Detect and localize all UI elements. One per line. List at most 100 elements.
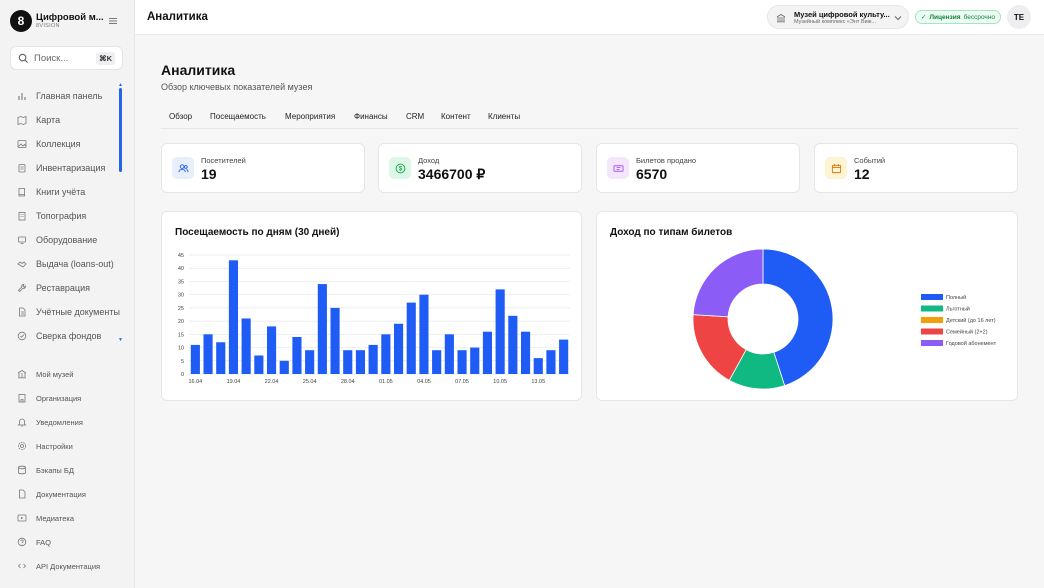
kpi-value: 6570 (636, 166, 668, 182)
y-tick-label: 45 (178, 253, 184, 259)
check-circle-icon (17, 331, 27, 341)
sidebar-item[interactable]: Учётные документы (10, 300, 122, 324)
brand[interactable]: 8 Цифровой м... 8VISION (10, 10, 125, 34)
tab-clients[interactable]: Клиенты (488, 112, 521, 121)
sidebar-item[interactable]: FAQ (10, 530, 122, 554)
sidebar-item[interactable]: Сверка фондов (10, 324, 122, 348)
sidebar-item[interactable]: Выдача (loans-out) (10, 252, 122, 276)
y-tick-label: 35 (178, 279, 184, 285)
sidebar-item-label: Документация (36, 489, 86, 499)
chart-title: Посещаемость по дням (30 дней) (175, 227, 340, 238)
bar (546, 350, 556, 374)
ticket-icon (607, 157, 629, 179)
x-tick-label: 04.05 (417, 379, 431, 385)
search-input[interactable]: Поиск... ⌘K (10, 46, 123, 70)
svg-text:$: $ (398, 166, 402, 172)
legend-label: Полный (946, 294, 966, 301)
museum-subtitle: Музейный комплекс «Энт Виж... (794, 19, 876, 25)
sidebar-item-label: Бэкапы БД (36, 465, 74, 475)
x-tick-label: 16.04 (188, 379, 202, 385)
sidebar-item-label: Уведомления (36, 417, 83, 427)
bell-icon (17, 418, 27, 427)
legend-swatch (921, 305, 943, 312)
sidebar-nav: Главная панель Карта Коллекция Инвентаризац… (10, 84, 122, 348)
tab-attendance[interactable]: Посещаемость (210, 112, 266, 121)
bar (355, 350, 366, 374)
scroll-down-icon[interactable]: ▼ (118, 337, 123, 343)
sidebar-item[interactable]: Медиатека (10, 506, 122, 530)
sidebar-item[interactable]: Настройки (10, 434, 122, 458)
tab-content[interactable]: Контент (441, 112, 471, 121)
sidebar-item[interactable]: Топография (10, 204, 122, 228)
x-tick-label: 28.04 (341, 379, 355, 385)
sidebar-item-label: Реставрация (36, 283, 90, 293)
sidebar-item-label: FAQ (36, 537, 52, 547)
sidebar-item[interactable]: Книги учёта (10, 180, 122, 204)
sidebar-item[interactable]: Карта (10, 108, 122, 132)
file-icon (19, 489, 26, 499)
sidebar-item-label: Организация (36, 393, 82, 403)
legend-label: Детский (до 16 лет) (946, 317, 996, 324)
bar (482, 331, 493, 374)
museum-icon (17, 370, 27, 379)
kpi-label: Доход (418, 156, 440, 165)
search-shortcut: ⌘K (96, 52, 115, 65)
bar (457, 350, 467, 374)
sidebar-item-label: Мой музей (36, 369, 74, 379)
kpi-card-revenue: $ Доход 3466700 ₽ (378, 143, 582, 193)
y-tick-label: 30 (178, 293, 184, 299)
pie-slice (692, 248, 764, 318)
sidebar-item[interactable]: Организация (10, 386, 122, 410)
sidebar-item[interactable]: Мой музей (10, 362, 122, 386)
sidebar-item[interactable]: Инвентаризация (10, 156, 122, 180)
x-tick-label: 19.04 (227, 379, 241, 385)
chevron-down-icon (894, 16, 902, 21)
kpi-label: Посетителей (201, 156, 246, 165)
sidebar-item[interactable]: API Документация (10, 554, 122, 578)
sidebar-item[interactable]: Коллекция (10, 132, 122, 156)
hamburger-icon[interactable] (108, 16, 118, 26)
x-tick-label: 07.05 (455, 379, 469, 385)
bar (520, 331, 531, 374)
tab-events[interactable]: Мероприятия (285, 112, 336, 121)
map-icon (17, 115, 27, 125)
sidebar-item-label: Сверка фондов (36, 331, 102, 341)
legend-swatch (921, 294, 943, 300)
x-tick-label: 10.05 (493, 379, 507, 385)
x-tick-label: 01.05 (379, 379, 393, 385)
sidebar-item[interactable]: Бэкапы БД (10, 458, 122, 482)
brand-name: Цифровой м... (36, 12, 104, 23)
bar (393, 323, 404, 374)
y-tick-label: 15 (178, 332, 184, 338)
bar-chart-icon (18, 93, 26, 100)
bar (228, 260, 239, 374)
sidebar-item[interactable]: Главная панель (10, 84, 122, 108)
bar (241, 318, 251, 374)
y-tick-label: 0 (181, 372, 184, 378)
sidebar-item[interactable]: Оборудование (10, 228, 122, 252)
bar (292, 336, 302, 374)
x-tick-label: 22.04 (265, 379, 279, 385)
tab-overview[interactable]: Обзор (169, 112, 193, 121)
bar (470, 347, 480, 374)
user-avatar[interactable]: TE (1007, 5, 1031, 29)
museum-switcher[interactable]: Музей цифровой культу... Музейный компле… (767, 5, 909, 29)
bar (444, 334, 454, 374)
sidebar-item-label: Выдача (loans-out) (36, 259, 114, 269)
sidebar-item[interactable]: Реставрация (10, 276, 122, 300)
bar (203, 334, 213, 374)
sidebar-scrollbar[interactable] (119, 88, 122, 172)
image-icon (17, 140, 27, 148)
license-value: бессрочно (963, 13, 996, 21)
bar (419, 294, 429, 374)
clipboard-icon (18, 164, 26, 173)
sidebar-item-label: API Документация (36, 561, 101, 571)
sidebar-item[interactable]: Документация (10, 482, 122, 506)
kpi-label: Событий (854, 156, 886, 165)
bar (533, 358, 543, 374)
brand-logo: 8 (10, 10, 32, 32)
sidebar-item[interactable]: Уведомления (10, 410, 122, 434)
tab-crm[interactable]: CRM (406, 112, 425, 121)
tab-finance[interactable]: Финансы (354, 112, 388, 121)
scroll-up-icon[interactable]: ▲ (118, 82, 123, 88)
